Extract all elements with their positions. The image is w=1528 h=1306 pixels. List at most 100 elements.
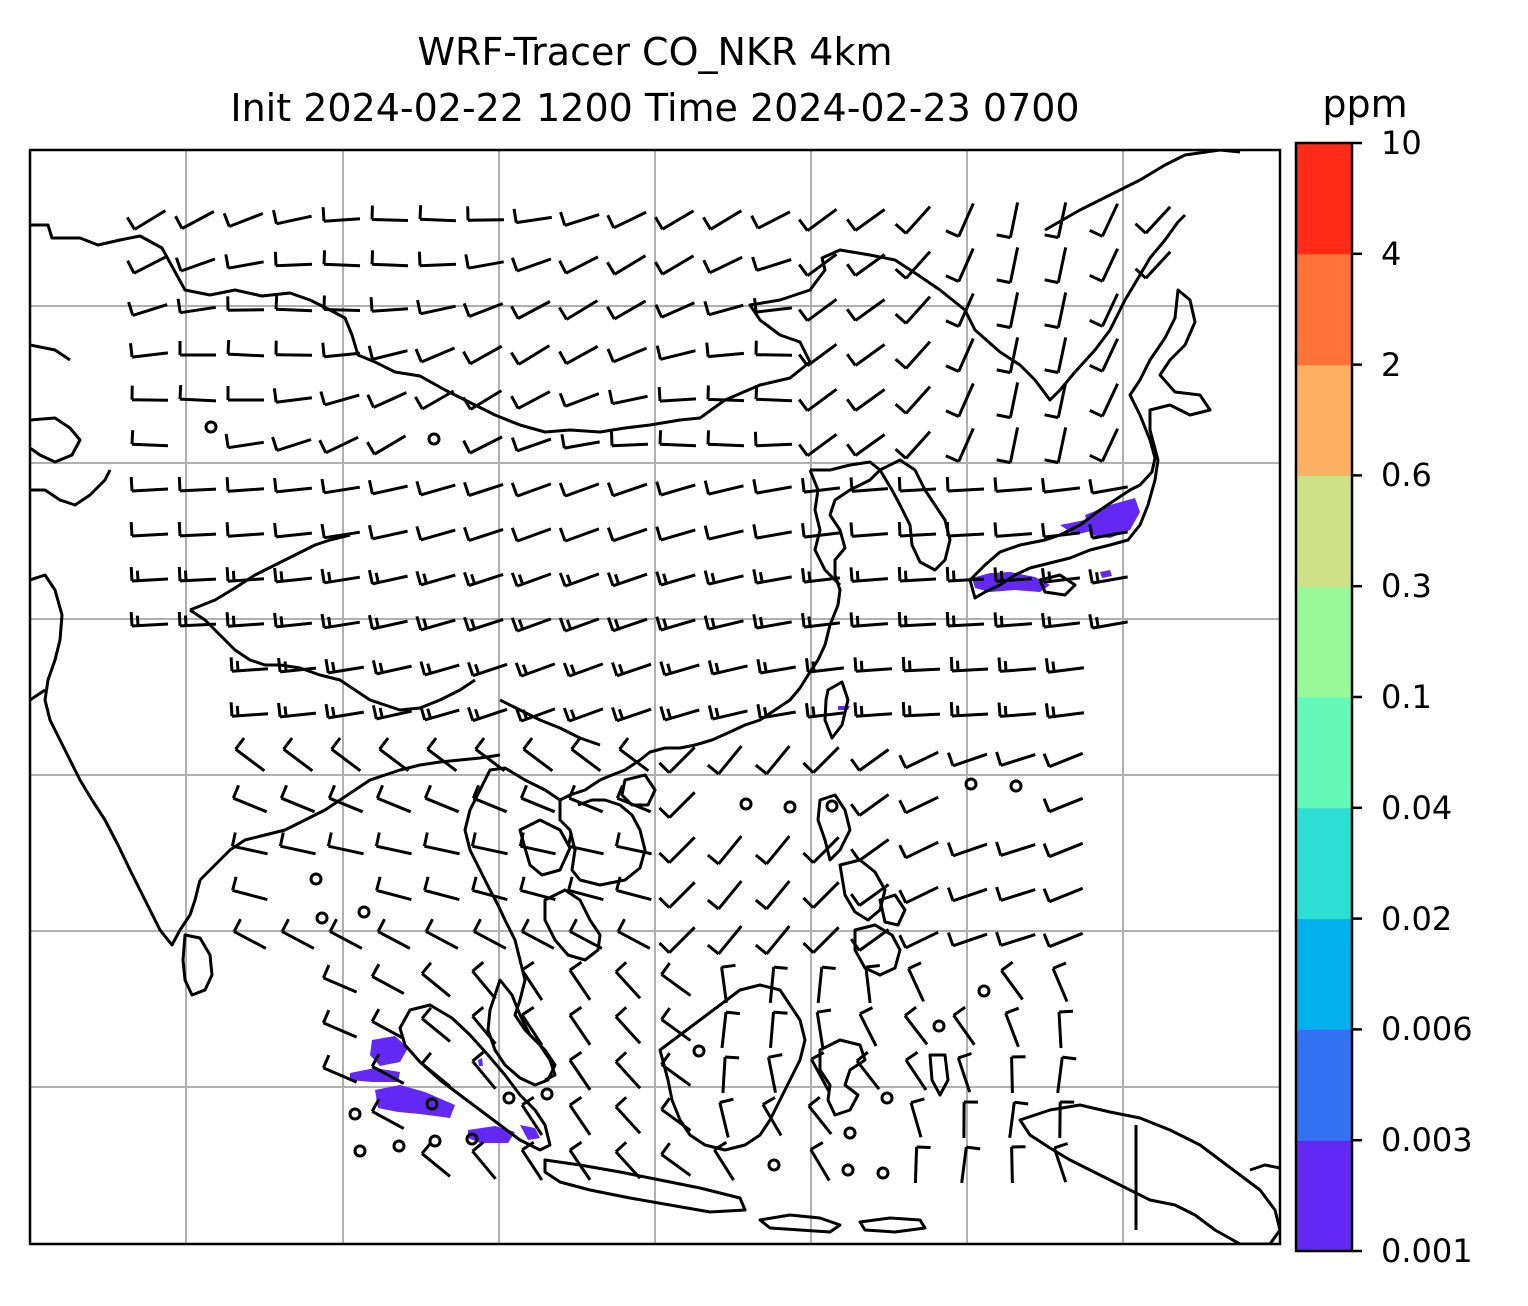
- wind-barb-flag: [277, 657, 282, 673]
- wind-barb-flag: [1089, 409, 1104, 418]
- wind-barb-flag: [957, 1052, 972, 1060]
- wind-barb-staff: [520, 1014, 544, 1046]
- wind-barb-staff: [327, 710, 365, 720]
- wind-barb-flag: [754, 898, 768, 911]
- wind-barb-flag: [995, 886, 1003, 901]
- wind-barb-staff: [756, 530, 792, 540]
- wind-barb-flag: [703, 300, 711, 316]
- wind-barb-flag: [894, 357, 907, 370]
- wind-barb-flag: [615, 876, 622, 891]
- wind-barb-staff: [131, 442, 169, 448]
- wind-barb-flag: [614, 1141, 628, 1153]
- wind-barb-staff: [179, 577, 217, 583]
- wind-barb-staff: [952, 752, 988, 768]
- wind-barb-flag: [174, 215, 184, 230]
- calm-wind-marker: [502, 1091, 516, 1105]
- wind-barb-staff: [1010, 1056, 1014, 1094]
- wind-barb-staff: [568, 1149, 592, 1181]
- wind-barb-flag: [232, 918, 242, 933]
- wind-barb-flag: [904, 570, 908, 581]
- wind-barb-flag: [773, 1010, 788, 1015]
- wind-barb-staff: [659, 442, 697, 448]
- wind-barb-staff: [1048, 886, 1084, 904]
- wind-barb-flag: [855, 615, 860, 627]
- wind-barb-flag: [802, 941, 815, 954]
- colorbar-segment: [1296, 1140, 1352, 1252]
- calm-wind-marker: [348, 1107, 362, 1121]
- wind-barb-staff: [517, 390, 551, 410]
- wind-barb-staff: [421, 1152, 451, 1178]
- wind-barb-staff: [709, 255, 743, 275]
- wind-barb-staff: [904, 430, 932, 460]
- wind-barb-flag: [660, 1052, 671, 1066]
- wind-barb-flag: [801, 613, 806, 628]
- wind-barb-flag: [849, 848, 861, 862]
- wind-barb-staff: [1144, 250, 1172, 280]
- wind-barb-staff: [957, 202, 975, 238]
- wind-barb-staff: [720, 1011, 728, 1049]
- wind-barb-flag: [521, 961, 535, 972]
- calm-wind-marker: [876, 1166, 890, 1180]
- wind-barb-staff: [131, 351, 169, 359]
- wind-barb-flag: [129, 343, 134, 358]
- wind-barb-flag: [802, 896, 815, 909]
- wind-barb-staff: [1008, 382, 1020, 418]
- wind-barb-staff: [1056, 382, 1068, 418]
- wind-barb-staff: [1056, 202, 1068, 238]
- wind-barb-flag: [945, 566, 950, 582]
- wind-barb-flag: [129, 567, 134, 582]
- wind-barb-flag: [801, 568, 806, 583]
- wind-barb-flag: [907, 961, 922, 970]
- wind-barb-flag: [655, 481, 663, 496]
- wind-barb-flag: [462, 396, 472, 411]
- wind-barb-staff: [708, 484, 744, 496]
- wind-barb-staff: [468, 260, 504, 270]
- wind-barb-staff: [1000, 969, 1024, 1001]
- wind-barb-flag: [126, 260, 136, 274]
- wind-barb-staff: [520, 1104, 544, 1136]
- wind-barb-staff: [660, 1153, 692, 1177]
- wind-barb-flag: [904, 615, 908, 626]
- wind-barb-staff: [755, 442, 793, 448]
- wind-barb-staff: [952, 932, 988, 948]
- wind-barb-flag: [130, 430, 135, 445]
- wind-barb-staff: [951, 667, 989, 673]
- wind-barb-staff: [957, 382, 975, 418]
- wind-barb-staff: [565, 299, 599, 321]
- wind-barb-flag: [658, 430, 663, 445]
- wind-barb-flag: [1053, 1142, 1069, 1150]
- wind-barb-staff: [131, 532, 169, 538]
- wind-barb-staff: [371, 975, 405, 995]
- wind-barb-flag: [945, 229, 960, 238]
- wind-barb-flag: [272, 388, 278, 403]
- wind-barb-staff: [903, 1014, 929, 1046]
- wind-barb-flag: [666, 663, 672, 674]
- wind-barb-flag: [617, 663, 625, 675]
- wind-barb-staff: [323, 217, 361, 223]
- wind-barb-staff: [420, 483, 456, 497]
- wind-barb-staff: [322, 1021, 358, 1039]
- wind-barb-staff: [668, 746, 696, 774]
- wind-barb-flag: [702, 216, 712, 231]
- wind-barb-staff: [371, 1065, 405, 1085]
- wind-barb-staff: [1101, 338, 1119, 372]
- wind-barb-flag: [374, 617, 380, 628]
- calm-wind-marker: [825, 799, 839, 813]
- wind-barb-flag: [952, 615, 956, 626]
- wind-barb-flag: [567, 784, 576, 799]
- wind-barb-staff: [520, 844, 556, 856]
- wind-barb-flag: [719, 1097, 734, 1104]
- wind-barb-staff: [999, 667, 1037, 673]
- wind-barb-flag: [418, 205, 423, 220]
- wind-barb-staff: [425, 930, 459, 950]
- wind-barb-flag: [224, 433, 230, 448]
- wind-barb-staff: [718, 1102, 730, 1138]
- wind-barb-staff: [755, 306, 793, 314]
- wind-barb-staff: [281, 930, 315, 950]
- wind-barb-flag: [420, 1006, 433, 1020]
- wind-barb-flag: [810, 1051, 825, 1061]
- wind-barb-staff: [565, 344, 599, 366]
- wind-barb-flag: [816, 1008, 832, 1014]
- colorbar-tick-label: 0.006: [1381, 1010, 1473, 1049]
- wind-barb-flag: [282, 737, 294, 751]
